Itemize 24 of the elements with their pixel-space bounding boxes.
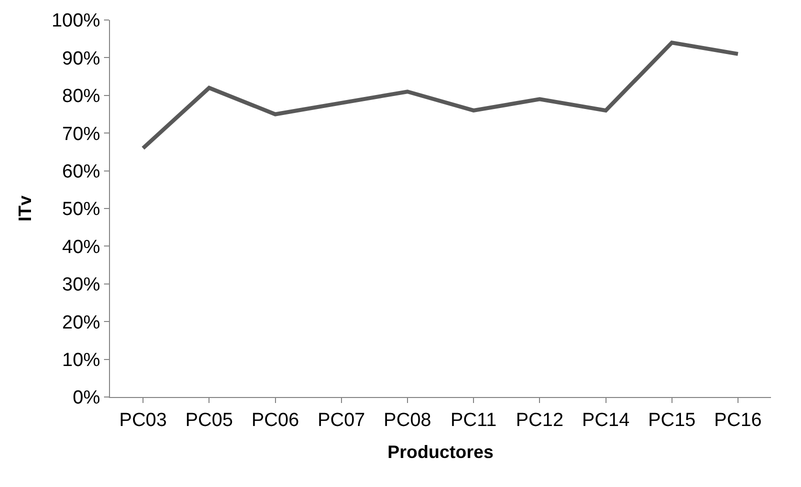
y-tick-label: 80% — [62, 86, 100, 108]
x-tick-label: PC12 — [516, 410, 564, 431]
x-tick-label: PC11 — [450, 410, 497, 431]
y-axis-title: ITv — [14, 195, 35, 222]
line-series — [141, 40, 740, 150]
y-tick-label: 10% — [62, 350, 100, 371]
y-tick-label: 100% — [52, 10, 100, 32]
y-tick-label: 20% — [62, 312, 100, 334]
y-tick-label: 90% — [62, 48, 100, 70]
x-tick-label: PC07 — [318, 410, 366, 431]
x-tick-label: PC16 — [714, 410, 762, 431]
y-tick-label: 60% — [62, 161, 100, 182]
y-tick-label: 70% — [62, 124, 100, 145]
y-tick-label: 30% — [62, 274, 100, 296]
y-tick-label: 0% — [72, 388, 100, 409]
x-axis-title: Productores — [387, 442, 494, 462]
x-tick-label: PC05 — [185, 410, 233, 431]
y-tick-label: 50% — [62, 199, 100, 220]
x-tick-label: PC08 — [384, 410, 432, 431]
x-tick-label: PC15 — [648, 410, 696, 431]
x-tick-label: PC06 — [251, 410, 300, 431]
y-tick-label: 40% — [62, 236, 100, 258]
x-tick-label: PC03 — [119, 410, 167, 431]
x-tick-label: PC14 — [582, 410, 630, 431]
